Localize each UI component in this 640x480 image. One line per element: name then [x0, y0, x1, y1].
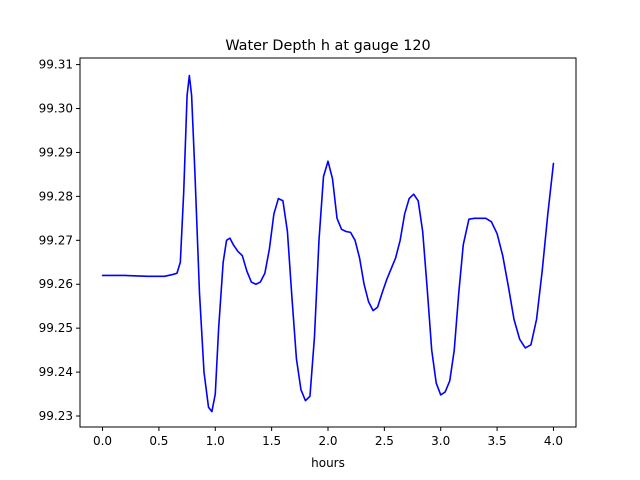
x-tick-label: 2.0: [318, 434, 337, 448]
y-tick-label: 99.23: [39, 409, 73, 423]
x-tick-label: 0.0: [93, 434, 112, 448]
x-axis-label: hours: [311, 456, 345, 470]
chart-title: Water Depth h at gauge 120: [225, 38, 430, 54]
x-tick-label: 1.5: [262, 434, 281, 448]
x-tick-label: 1.0: [206, 434, 225, 448]
x-axis: 0.0 0.5 1.0 1.5 2.0 2.5 3.0 3.5 4.0: [93, 427, 563, 448]
y-axis: 99.23 99.24 99.25 99.26 99.27 99.28 99.29 99.30…: [39, 58, 80, 423]
y-tick-label: 99.25: [39, 321, 73, 335]
x-tick-label: 3.5: [488, 434, 507, 448]
y-tick-label: 99.27: [39, 233, 73, 247]
y-tick-label: 99.28: [39, 189, 73, 203]
y-tick-label: 99.30: [39, 102, 73, 116]
x-tick-label: 3.0: [431, 434, 450, 448]
y-tick-label: 99.29: [39, 145, 73, 159]
y-tick-label: 99.31: [39, 58, 73, 72]
series-line: [101, 74, 555, 413]
x-tick-label: 4.0: [544, 434, 563, 448]
x-tick-label: 2.5: [375, 434, 394, 448]
x-tick-label: 0.5: [149, 434, 168, 448]
y-tick-label: 99.26: [39, 277, 73, 291]
y-tick-label: 99.24: [39, 365, 73, 379]
